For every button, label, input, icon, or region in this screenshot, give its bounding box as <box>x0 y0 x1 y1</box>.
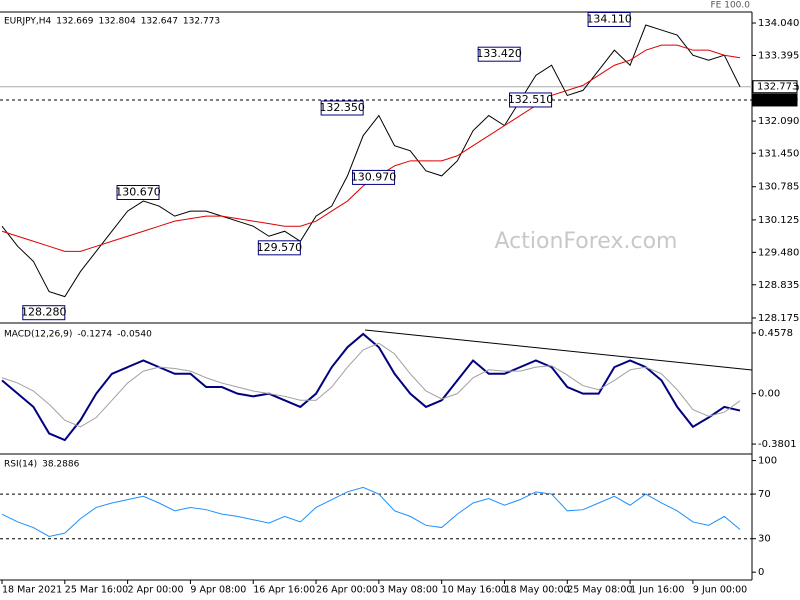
price-tag-label: 132.510 <box>757 95 798 106</box>
annotation-box <box>477 46 521 62</box>
annotation-label: 132.350 <box>319 101 365 114</box>
panel-title: EURJPY,H4 <box>4 17 52 27</box>
y-tick-label: 0.00 <box>758 389 780 400</box>
x-tick-label: 18 May 00:00 <box>504 585 569 596</box>
y-tick-label: 129.480 <box>758 247 799 258</box>
annotation-label: 130.970 <box>351 170 397 183</box>
ohlc-value: 132.669 <box>56 17 93 27</box>
ohlc-value: 132.647 <box>141 17 178 27</box>
annotation-box <box>352 169 396 185</box>
y-tick-label: 132.090 <box>758 116 799 127</box>
x-tick-label: 10 May 16:00 <box>442 585 507 596</box>
y-tick-label: 70 <box>758 489 771 500</box>
ohlc-value: 132.804 <box>98 17 135 27</box>
y-tick-label: 100 <box>758 456 777 467</box>
price-tag <box>752 80 798 94</box>
y-tick-label: 133.395 <box>758 50 799 61</box>
x-tick-label: 25 May 08:00 <box>567 585 632 596</box>
x-tick-label: 1 Jun 16:00 <box>630 585 684 596</box>
annotation-label: 132.510 <box>508 93 554 106</box>
y-tick-label: 128.835 <box>758 280 799 291</box>
x-tick-label: 18 Mar 2021 <box>2 585 62 596</box>
annotation-box <box>509 92 553 108</box>
annotation-label: 133.420 <box>476 47 522 60</box>
annotation-label: 129.570 <box>257 241 303 254</box>
trend-line <box>364 329 753 371</box>
y-tick-label: 134.040 <box>758 18 799 29</box>
price-tag-label: 132.773 <box>757 82 798 93</box>
x-tick-label: 25 Mar 16:00 <box>65 585 128 596</box>
annotation-label: 130.670 <box>115 185 161 198</box>
annotation-box <box>587 11 631 27</box>
annotation-box <box>320 100 364 116</box>
series-line <box>1 342 741 428</box>
y-tick-label: 131.450 <box>758 148 799 159</box>
annotation-box <box>116 184 160 200</box>
indicator-value: 38.2886 <box>42 460 79 470</box>
y-tick-label: 0 <box>758 567 764 578</box>
x-tick-label: 26 Apr 00:00 <box>316 585 378 596</box>
ohlc-value: 132.773 <box>183 17 220 27</box>
series-line <box>1 24 741 298</box>
y-tick-label: 128.175 <box>758 313 799 324</box>
indicator-label: FE 100.0 <box>711 1 751 11</box>
series-line <box>1 486 741 538</box>
y-tick-label: 30 <box>758 534 771 545</box>
x-tick-label: 9 Jun 00:00 <box>693 585 747 596</box>
price-tag <box>752 93 798 107</box>
x-tick-label: 16 Apr 16:00 <box>253 585 315 596</box>
y-tick-label: 130.125 <box>758 215 799 226</box>
x-tick-label: 3 May 08:00 <box>379 585 438 596</box>
indicator-value: -0.0540 <box>117 330 152 340</box>
annotation-label: 128.280 <box>21 306 67 319</box>
annotation-label: 134.110 <box>586 12 632 25</box>
y-tick-label: 0.4578 <box>758 328 793 339</box>
indicator-value: -0.1274 <box>77 330 112 340</box>
panel-title: RSI(14) <box>4 460 37 470</box>
x-tick-label: 2 Apr 00:00 <box>128 585 184 596</box>
panel-title: MACD(12,26,9) <box>4 330 72 340</box>
watermark: ActionForex.com <box>495 229 678 254</box>
y-tick-label: -0.3801 <box>758 439 797 450</box>
x-tick-label: 9 Apr 08:00 <box>190 585 246 596</box>
annotation-box <box>257 240 301 256</box>
annotation-box <box>22 305 66 321</box>
series-line <box>1 332 741 442</box>
y-tick-label: 130.785 <box>758 182 799 193</box>
